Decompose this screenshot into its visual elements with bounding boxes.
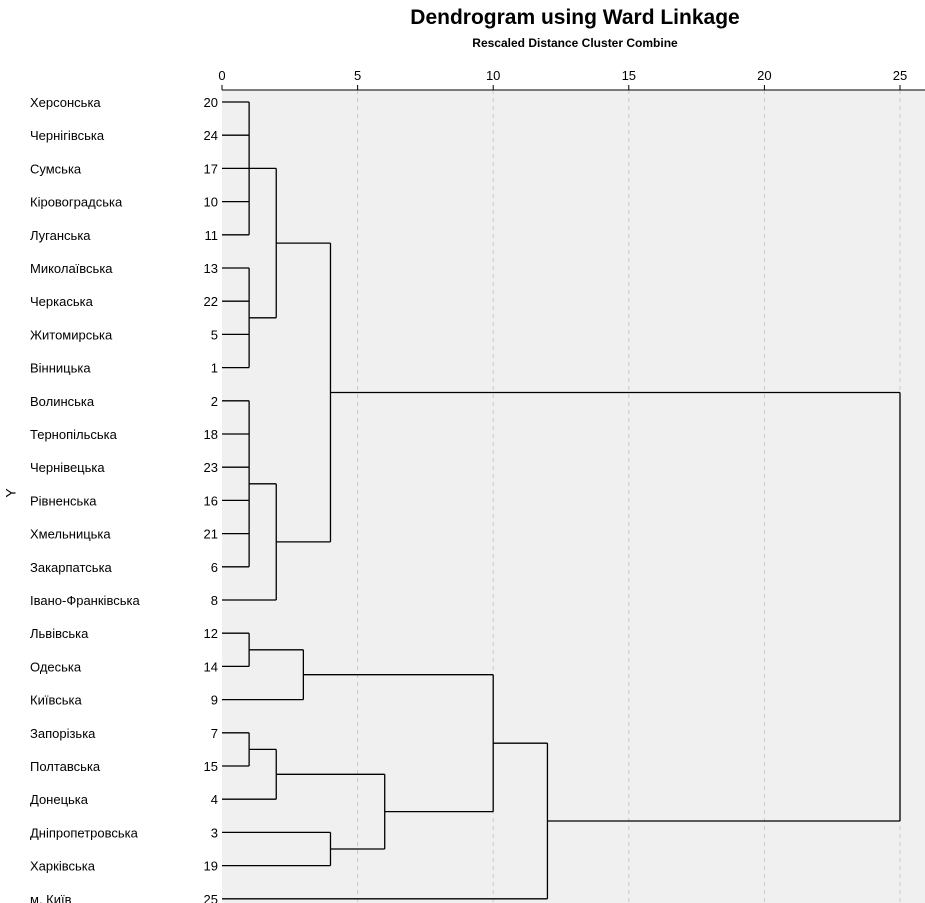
leaf-id: 1 xyxy=(211,361,218,376)
leaf-id: 18 xyxy=(204,427,218,442)
leaf-id: 24 xyxy=(204,128,218,143)
leaf-label: Закарпатська xyxy=(30,560,113,575)
leaf-label: Чернігівська xyxy=(30,128,105,143)
leaf-label: Житомирська xyxy=(30,327,113,342)
leaf-id: 5 xyxy=(211,327,218,342)
leaf-id: 11 xyxy=(205,228,219,243)
leaf-label: Одеська xyxy=(30,659,82,674)
leaf-id: 20 xyxy=(204,95,218,110)
leaf-id: 22 xyxy=(204,294,218,309)
leaf-id: 21 xyxy=(204,527,218,542)
leaf-id: 7 xyxy=(211,726,218,741)
leaf-label: Миколаївська xyxy=(30,261,113,276)
leaf-label: Сумська xyxy=(30,161,82,176)
leaf-label: Чернівецька xyxy=(30,460,105,475)
leaf-id: 14 xyxy=(204,659,218,674)
leaf-id: 10 xyxy=(204,195,218,210)
leaf-label: Волинська xyxy=(30,394,95,409)
leaf-label: Херсонська xyxy=(30,95,101,110)
leaf-label: Черкаська xyxy=(30,294,94,309)
leaf-label: Тернопільська xyxy=(30,427,118,442)
leaf-label: Дніпропетровська xyxy=(30,825,139,840)
leaf-label: Івано-Франківська xyxy=(30,593,140,608)
leaf-id: 8 xyxy=(211,593,218,608)
leaf-id: 4 xyxy=(211,792,218,807)
leaf-label: Львівська xyxy=(30,626,89,641)
leaf-id: 16 xyxy=(204,493,218,508)
leaf-id: 12 xyxy=(204,626,218,641)
x-tick-label: 10 xyxy=(486,68,500,83)
x-tick-label: 5 xyxy=(354,68,361,83)
leaf-label: Полтавська xyxy=(30,759,101,774)
leaf-label: Запорізька xyxy=(30,726,96,741)
leaf-label: м. Київ xyxy=(30,892,72,903)
leaf-id: 19 xyxy=(204,859,218,874)
leaf-label: Вінницька xyxy=(30,361,91,376)
leaf-label: Луганська xyxy=(30,228,91,243)
leaf-label: Донецька xyxy=(30,792,89,807)
leaf-id: 3 xyxy=(211,825,218,840)
leaf-label: Харківська xyxy=(30,859,96,874)
leaf-id: 2 xyxy=(211,394,218,409)
leaf-label: Кіровоградська xyxy=(30,195,123,210)
leaf-id: 15 xyxy=(204,759,218,774)
leaf-id: 13 xyxy=(204,261,218,276)
leaf-id: 6 xyxy=(211,560,218,575)
x-tick-label: 25 xyxy=(893,68,907,83)
leaf-label: Рівненська xyxy=(30,493,97,508)
x-tick-label: 15 xyxy=(622,68,636,83)
leaf-id: 9 xyxy=(211,693,218,708)
leaf-label: Київська xyxy=(30,693,82,708)
leaf-id: 25 xyxy=(204,892,218,903)
x-tick-label: 20 xyxy=(757,68,771,83)
chart-title: Dendrogram using Ward Linkage xyxy=(410,6,740,29)
chart-subtitle: Rescaled Distance Cluster Combine xyxy=(472,36,678,50)
leaf-id: 17 xyxy=(204,161,218,176)
leaf-id: 23 xyxy=(204,460,218,475)
x-tick-label: 0 xyxy=(218,68,225,83)
leaf-label: Хмельницька xyxy=(30,527,111,542)
plot-background xyxy=(222,90,925,903)
